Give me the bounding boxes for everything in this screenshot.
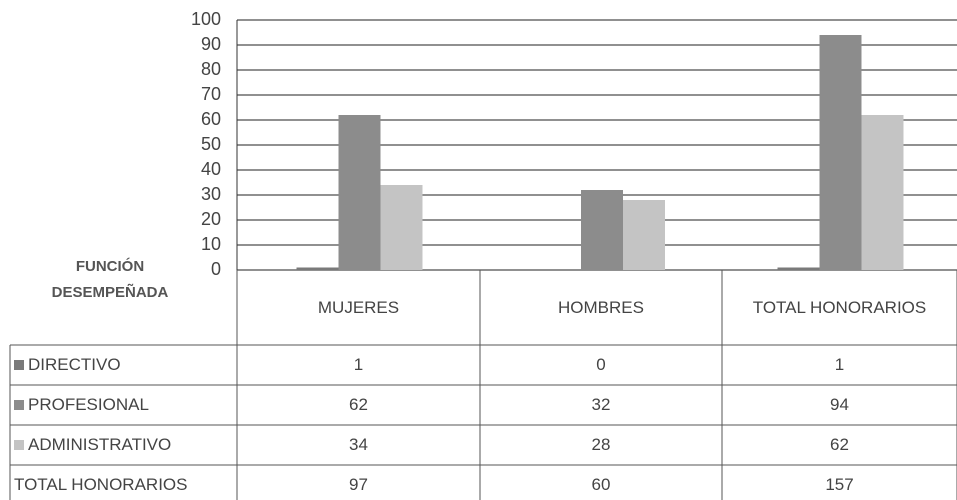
legend-swatch bbox=[14, 360, 24, 370]
category-label: HOMBRES bbox=[558, 297, 644, 317]
table-value: 28 bbox=[591, 435, 611, 455]
bar bbox=[861, 115, 904, 270]
bar bbox=[380, 185, 423, 270]
row-label: DIRECTIVO bbox=[10, 345, 237, 385]
table-value: 62 bbox=[349, 395, 368, 415]
table-value: 97 bbox=[349, 475, 368, 495]
y-tick-label: 100 bbox=[191, 9, 221, 29]
legend-label: DIRECTIVO bbox=[28, 355, 121, 375]
y-tick-label: 50 bbox=[201, 134, 221, 154]
table-value: 1 bbox=[834, 355, 845, 375]
y-tick-label: 0 bbox=[211, 259, 221, 279]
table-value: 34 bbox=[349, 435, 368, 455]
row-label: ADMINISTRATIVO bbox=[10, 425, 237, 465]
table-value: 1 bbox=[353, 355, 364, 375]
category-label: MUJERES bbox=[317, 297, 400, 317]
legend-label: TOTAL HONORARIOS bbox=[14, 475, 188, 495]
table-value: 157 bbox=[825, 475, 854, 495]
category-label: TOTAL HONORARIOS bbox=[752, 297, 927, 317]
bar bbox=[777, 267, 820, 270]
table-value: 60 bbox=[591, 475, 611, 495]
y-tick-label: 90 bbox=[201, 34, 221, 54]
legend-swatch bbox=[14, 400, 24, 410]
bar bbox=[623, 200, 665, 270]
y-tick-label: 80 bbox=[201, 59, 221, 79]
y-tick-label: 30 bbox=[201, 184, 221, 204]
y-tick-label: 20 bbox=[201, 209, 221, 229]
legend-label: PROFESIONAL bbox=[28, 395, 149, 415]
table-value: 94 bbox=[830, 395, 849, 415]
y-tick-label: 40 bbox=[201, 159, 221, 179]
bar bbox=[581, 190, 623, 270]
legend-label: ADMINISTRATIVO bbox=[28, 435, 172, 455]
bar bbox=[296, 267, 339, 270]
table-value: 32 bbox=[591, 395, 611, 415]
row-label: TOTAL HONORARIOS bbox=[10, 465, 237, 500]
bar bbox=[338, 115, 381, 270]
table-value: 0 bbox=[596, 355, 606, 375]
row-header: FUNCIÓN DESEMPEÑADA bbox=[51, 258, 169, 301]
y-tick-label: 10 bbox=[201, 234, 221, 254]
y-tick-label: 70 bbox=[201, 84, 221, 104]
legend-swatch bbox=[14, 440, 24, 450]
y-tick-label: 60 bbox=[201, 109, 221, 129]
bar bbox=[819, 35, 862, 270]
table-value: 62 bbox=[830, 435, 849, 455]
row-label: PROFESIONAL bbox=[10, 385, 237, 425]
